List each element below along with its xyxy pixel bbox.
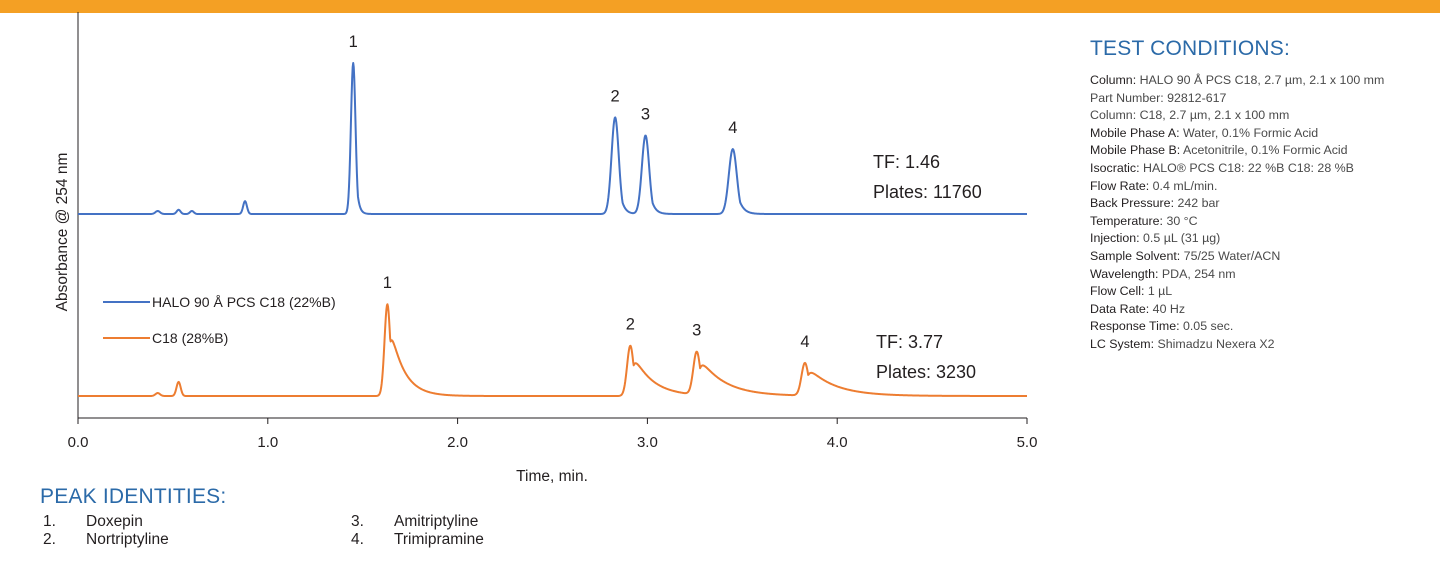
condition-row: Column: C18, 2.7 µm, 2.1 x 100 mm — [1090, 108, 1290, 123]
chromatogram-chart: 0.0 1.0 2.0 3.0 4.0 5.0 Time, min. Absorbance @… — [54, 12, 1038, 485]
series-line-c18 — [77, 303, 1028, 397]
condition-row: Temperature: 30 °C — [1090, 213, 1198, 228]
x-tick-label: 2.0 — [447, 434, 468, 451]
peak-label: 2 — [626, 316, 635, 334]
condition-row: Back Pressure: 242 bar — [1090, 196, 1220, 211]
peak-label: 3 — [641, 105, 650, 123]
condition-row: Flow Rate: 0.4 mL/min. — [1090, 178, 1218, 193]
peak-label: 4 — [800, 333, 809, 351]
x-tick-label: 0.0 — [68, 434, 89, 451]
x-tick-label: 5.0 — [1017, 434, 1038, 451]
condition-row: Mobile Phase B: Acetonitrile, 0.1% Formi… — [1090, 143, 1348, 158]
test-conditions-panel: TEST CONDITIONS: Column: HALO 90 Å PCS C… — [1090, 37, 1438, 354]
legend-entry: C18 (28%B) — [152, 330, 228, 346]
series-line-halo — [77, 62, 1028, 215]
condition-row: Data Rate: 40 Hz — [1090, 301, 1186, 316]
test-conditions-list: Column: HALO 90 Å PCS C18, 2.7 µm, 2.1 x… — [1090, 72, 1438, 354]
peak-label: 4 — [728, 119, 737, 137]
peak-identities-panel: PEAK IDENTITIES: 1. Doxepin 2. Nortriptyli… — [40, 485, 640, 561]
x-axis-label: Time, min. — [516, 468, 588, 485]
peak-identity-item: 3. Amitriptyline — [351, 513, 479, 530]
condition-row: Flow Cell: 1 µL — [1090, 284, 1173, 299]
condition-row: Response Time: 0.05 sec. — [1090, 319, 1234, 334]
condition-row: Sample Solvent: 75/25 Water/ACN — [1090, 248, 1281, 263]
condition-row: Mobile Phase A: Water, 0.1% Formic Acid — [1090, 125, 1319, 140]
condition-row: Isocratic: HALO® PCS C18: 22 %B C18: 28 … — [1090, 160, 1354, 175]
plates-annotation: Plates: 3230 — [876, 362, 976, 382]
condition-row: Wavelength: PDA, 254 nm — [1090, 266, 1236, 281]
condition-row: Injection: 0.5 µL (31 µg) — [1090, 231, 1221, 246]
tf-annotation: TF: 3.77 — [876, 332, 943, 352]
condition-row: LC System: Shimadzu Nexera X2 — [1090, 336, 1275, 351]
peak-label: 1 — [383, 274, 392, 292]
peak-label: 3 — [692, 322, 701, 340]
peak-identity-item: 4. Trimipramine — [351, 531, 484, 548]
peak-identity-item: 1. Doxepin — [43, 513, 143, 530]
y-axis-label: Absorbance @ 254 nm — [54, 153, 71, 312]
peak-identity-item: 2. Nortriptyline — [43, 531, 169, 548]
x-tick-label: 3.0 — [637, 434, 658, 451]
x-tick-label: 1.0 — [257, 434, 278, 451]
test-conditions-title: TEST CONDITIONS: — [1090, 37, 1290, 60]
legend-entry: HALO 90 Å PCS C18 (22%B) — [152, 294, 336, 310]
peak-label: 1 — [349, 33, 358, 51]
top-banner — [0, 0, 1440, 13]
peak-label: 2 — [611, 87, 620, 105]
plates-annotation: Plates: 11760 — [873, 182, 982, 202]
peak-identities-list: 1. Doxepin 2. Nortriptyline 3. Amitriptylin… — [40, 513, 640, 561]
tf-annotation: TF: 1.46 — [873, 152, 940, 172]
condition-row: Part Number: 92812-617 — [1090, 90, 1227, 105]
condition-row: Column: HALO 90 Å PCS C18, 2.7 µm, 2.1 x… — [1090, 73, 1385, 87]
peak-identities-title: PEAK IDENTITIES: — [40, 485, 227, 508]
x-tick-label: 4.0 — [827, 434, 848, 451]
